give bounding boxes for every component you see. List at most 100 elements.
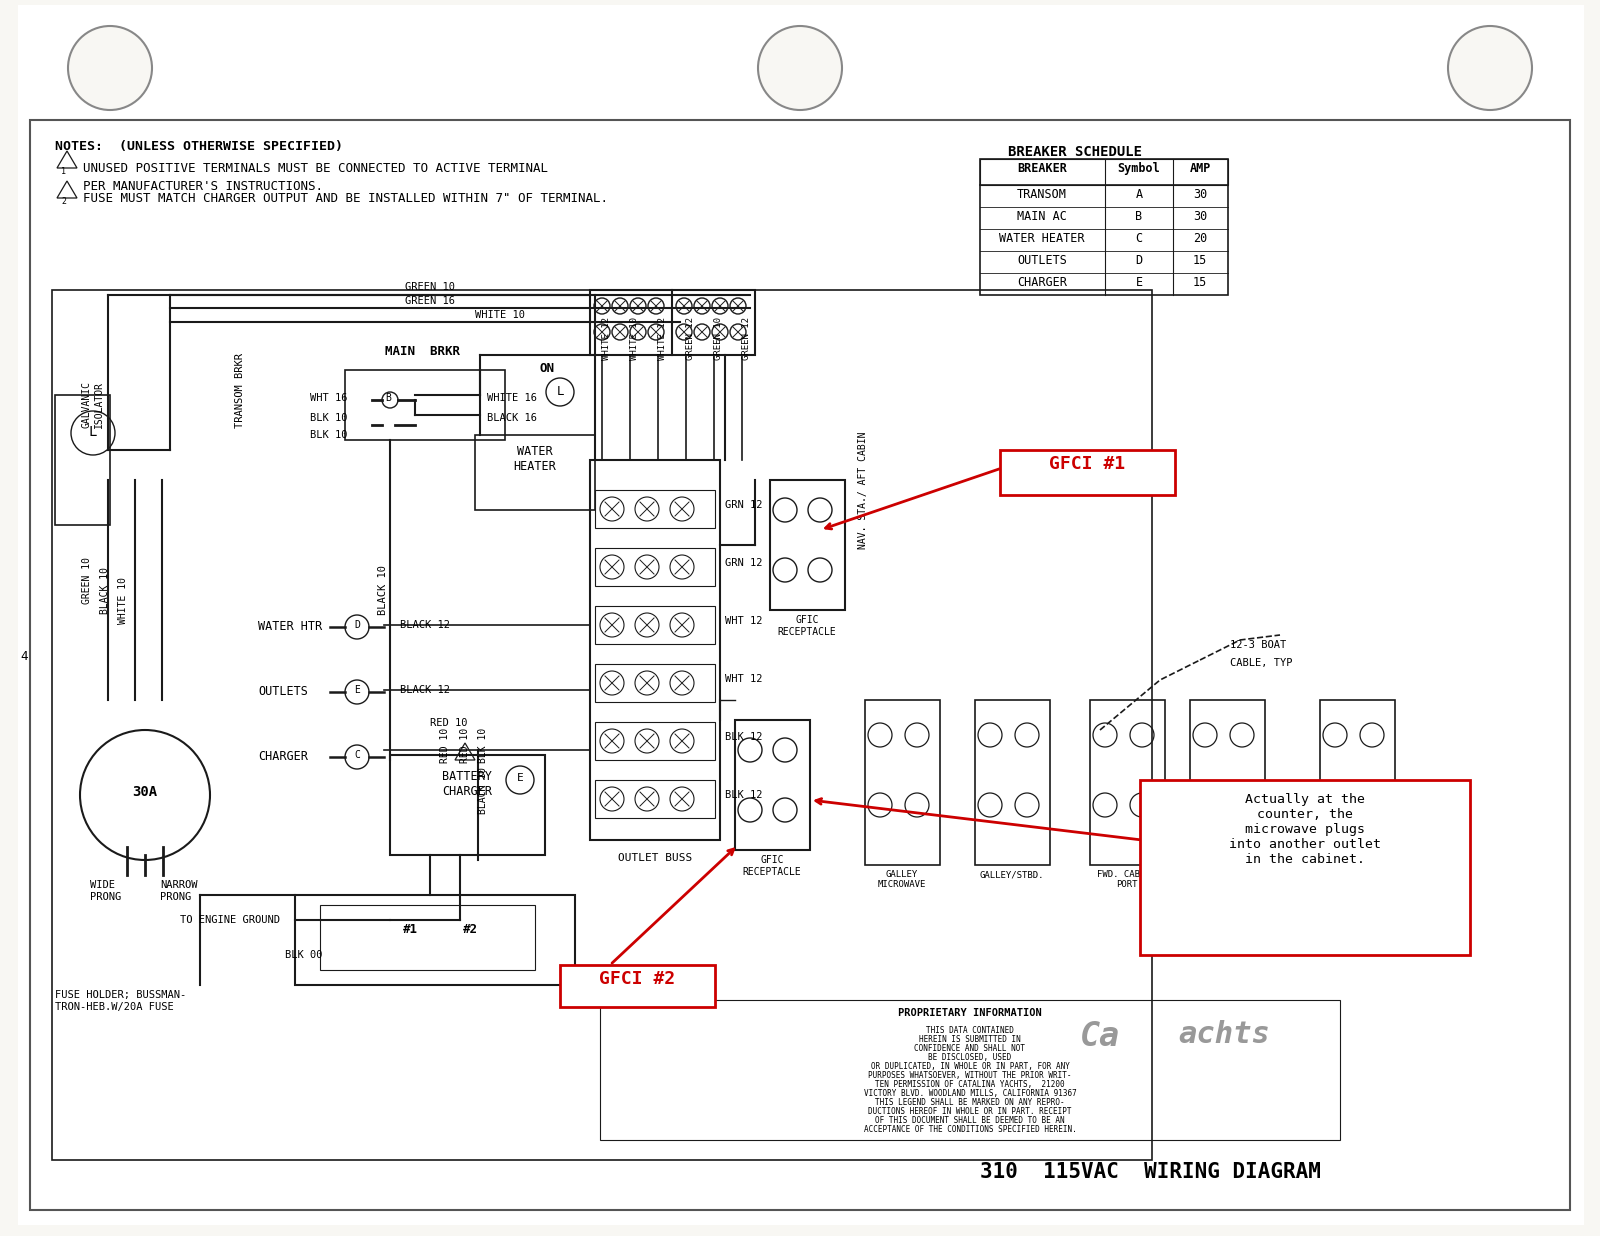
- Text: TRANSOM: TRANSOM: [1018, 188, 1067, 201]
- Text: BLACK 12: BLACK 12: [400, 685, 450, 695]
- Text: E: E: [517, 772, 523, 782]
- Text: WIDE
PRONG: WIDE PRONG: [90, 880, 122, 901]
- Text: 2: 2: [61, 197, 67, 206]
- Text: WHITE 10: WHITE 10: [630, 316, 638, 360]
- Text: UNUSED POSITIVE TERMINALS MUST BE CONNECTED TO ACTIVE TERMINAL: UNUSED POSITIVE TERMINALS MUST BE CONNEC…: [83, 162, 547, 176]
- Text: BATTERY
CHARGER: BATTERY CHARGER: [442, 770, 491, 798]
- Text: NOTES:  (UNLESS OTHERWISE SPECIFIED): NOTES: (UNLESS OTHERWISE SPECIFIED): [54, 140, 342, 153]
- Text: BREAKER SCHEDULE: BREAKER SCHEDULE: [1008, 145, 1142, 159]
- Text: B: B: [386, 393, 390, 403]
- Bar: [734, 721, 810, 850]
- Text: E: E: [354, 685, 360, 695]
- Text: WHITE 12: WHITE 12: [658, 316, 667, 360]
- Text: WATER
HEATER: WATER HEATER: [514, 445, 557, 473]
- Text: GALLEY/STBD.: GALLEY/STBD.: [979, 870, 1045, 879]
- Text: GALLEY
MICROWAVE: GALLEY MICROWAVE: [878, 870, 926, 890]
- Text: OUTLETS: OUTLETS: [258, 685, 307, 698]
- Text: BLACK 10: BLACK 10: [478, 766, 488, 813]
- Text: 12-3 BOAT: 12-3 BOAT: [1230, 640, 1286, 650]
- Text: WHT 16: WHT 16: [310, 393, 347, 403]
- Text: HEREIN IS SUBMITTED IN: HEREIN IS SUBMITTED IN: [918, 1035, 1021, 1044]
- Text: BLK 00: BLK 00: [285, 950, 323, 960]
- Text: PROPRIETARY INFORMATION: PROPRIETARY INFORMATION: [898, 1009, 1042, 1018]
- Text: BLK 12: BLK 12: [725, 732, 763, 742]
- Text: 4: 4: [19, 650, 27, 662]
- Bar: [595, 780, 715, 818]
- Text: SALOON, PORT: SALOON, PORT: [1195, 870, 1259, 879]
- Text: Symbol: Symbol: [1118, 162, 1160, 176]
- Text: 20: 20: [1194, 232, 1206, 245]
- Text: #1: #1: [403, 923, 418, 936]
- Bar: [51, 290, 1152, 1161]
- Text: WHITE 12: WHITE 12: [602, 316, 611, 360]
- Text: L: L: [557, 384, 563, 398]
- Bar: [294, 895, 574, 985]
- Text: FWD. CABIN,
PORT: FWD. CABIN, PORT: [1098, 870, 1157, 890]
- Text: OUTLETS: OUTLETS: [1018, 255, 1067, 267]
- Text: BREAKER: BREAKER: [1018, 162, 1067, 176]
- Text: THIS LEGEND SHALL BE MARKED ON ANY REPRO-: THIS LEGEND SHALL BE MARKED ON ANY REPRO…: [875, 1098, 1066, 1107]
- Text: TEN PERMISSION OF CATALINA YACHTS,  21200: TEN PERMISSION OF CATALINA YACHTS, 21200: [875, 1080, 1066, 1089]
- Text: GRN 12: GRN 12: [725, 557, 763, 569]
- Text: WHT 12: WHT 12: [725, 674, 763, 684]
- Text: TRANSOM BRKR: TRANSOM BRKR: [235, 352, 245, 428]
- Text: GREEN 12: GREEN 12: [742, 316, 750, 360]
- Text: THIS DATA CONTAINED: THIS DATA CONTAINED: [926, 1026, 1014, 1035]
- Bar: [1090, 700, 1165, 865]
- Bar: [475, 435, 595, 510]
- Text: RED 10: RED 10: [440, 727, 450, 763]
- Text: FUSE MUST MATCH CHARGER OUTPUT AND BE INSTALLED WITHIN 7" OF TERMINAL.: FUSE MUST MATCH CHARGER OUTPUT AND BE IN…: [83, 192, 608, 205]
- Bar: [1139, 780, 1470, 955]
- Bar: [1320, 700, 1395, 865]
- Text: BLK 10: BLK 10: [310, 413, 347, 423]
- Bar: [866, 700, 941, 865]
- Bar: [1000, 450, 1174, 494]
- Text: WHITE 10: WHITE 10: [475, 310, 525, 320]
- Text: RED 10: RED 10: [461, 727, 470, 763]
- Bar: [560, 965, 715, 1007]
- Bar: [30, 120, 1570, 1210]
- Text: RED 10: RED 10: [430, 718, 467, 728]
- Bar: [1190, 700, 1266, 865]
- Text: 15: 15: [1194, 255, 1206, 267]
- Bar: [595, 722, 715, 760]
- Text: #2: #2: [462, 923, 477, 936]
- Bar: [595, 489, 715, 528]
- Text: PER MANUFACTURER'S INSTRUCTIONS.: PER MANUFACTURER'S INSTRUCTIONS.: [83, 180, 323, 193]
- Text: GREEN 12: GREEN 12: [686, 316, 694, 360]
- Text: D: D: [1136, 255, 1142, 267]
- Text: BLACK 10: BLACK 10: [378, 565, 387, 616]
- Text: C: C: [1136, 232, 1142, 245]
- Text: BLK 12: BLK 12: [725, 790, 763, 800]
- Text: BLACK 16: BLACK 16: [486, 413, 538, 423]
- Bar: [600, 1000, 1341, 1140]
- Text: GFCI #2: GFCI #2: [598, 970, 675, 988]
- Text: BE DISCLOSED, USED: BE DISCLOSED, USED: [928, 1053, 1011, 1062]
- Text: OR DUPLICATED, IN WHOLE OR IN PART, FOR ANY: OR DUPLICATED, IN WHOLE OR IN PART, FOR …: [870, 1062, 1069, 1072]
- Bar: [595, 664, 715, 702]
- Text: CHARGER: CHARGER: [1018, 276, 1067, 289]
- Text: AMP: AMP: [1189, 162, 1211, 176]
- Text: GFIC
RECEPTACLE: GFIC RECEPTACLE: [742, 855, 802, 876]
- Text: GREEN 10: GREEN 10: [82, 556, 93, 603]
- Text: NARROW
PRONG: NARROW PRONG: [160, 880, 197, 901]
- Text: WATER HEATER: WATER HEATER: [1000, 232, 1085, 245]
- Text: MAIN AC: MAIN AC: [1018, 210, 1067, 222]
- Text: A: A: [1136, 188, 1142, 201]
- Text: B: B: [1136, 210, 1142, 222]
- Text: BLACK 10: BLACK 10: [99, 566, 110, 613]
- Text: GREEN 16: GREEN 16: [405, 295, 454, 307]
- Text: TO ENGINE GROUND: TO ENGINE GROUND: [179, 915, 280, 925]
- Text: GRN 12: GRN 12: [725, 501, 763, 510]
- Text: 1: 1: [61, 167, 67, 176]
- Text: achts: achts: [1178, 1020, 1270, 1049]
- Text: NAV. STA./ AFT CABIN: NAV. STA./ AFT CABIN: [858, 431, 867, 549]
- Bar: [770, 480, 845, 611]
- Text: VICTORY BLVD. WOODLAND MILLS, CALIFORNIA 91367: VICTORY BLVD. WOODLAND MILLS, CALIFORNIA…: [864, 1089, 1077, 1098]
- Text: GALVANIC
ISOLATOR: GALVANIC ISOLATOR: [82, 382, 104, 429]
- Bar: [979, 159, 1229, 295]
- Text: GREEN 10: GREEN 10: [405, 282, 454, 292]
- Text: GFCI #1: GFCI #1: [1050, 455, 1125, 473]
- Text: 30A: 30A: [133, 785, 157, 798]
- Text: WHITE 10: WHITE 10: [118, 576, 128, 623]
